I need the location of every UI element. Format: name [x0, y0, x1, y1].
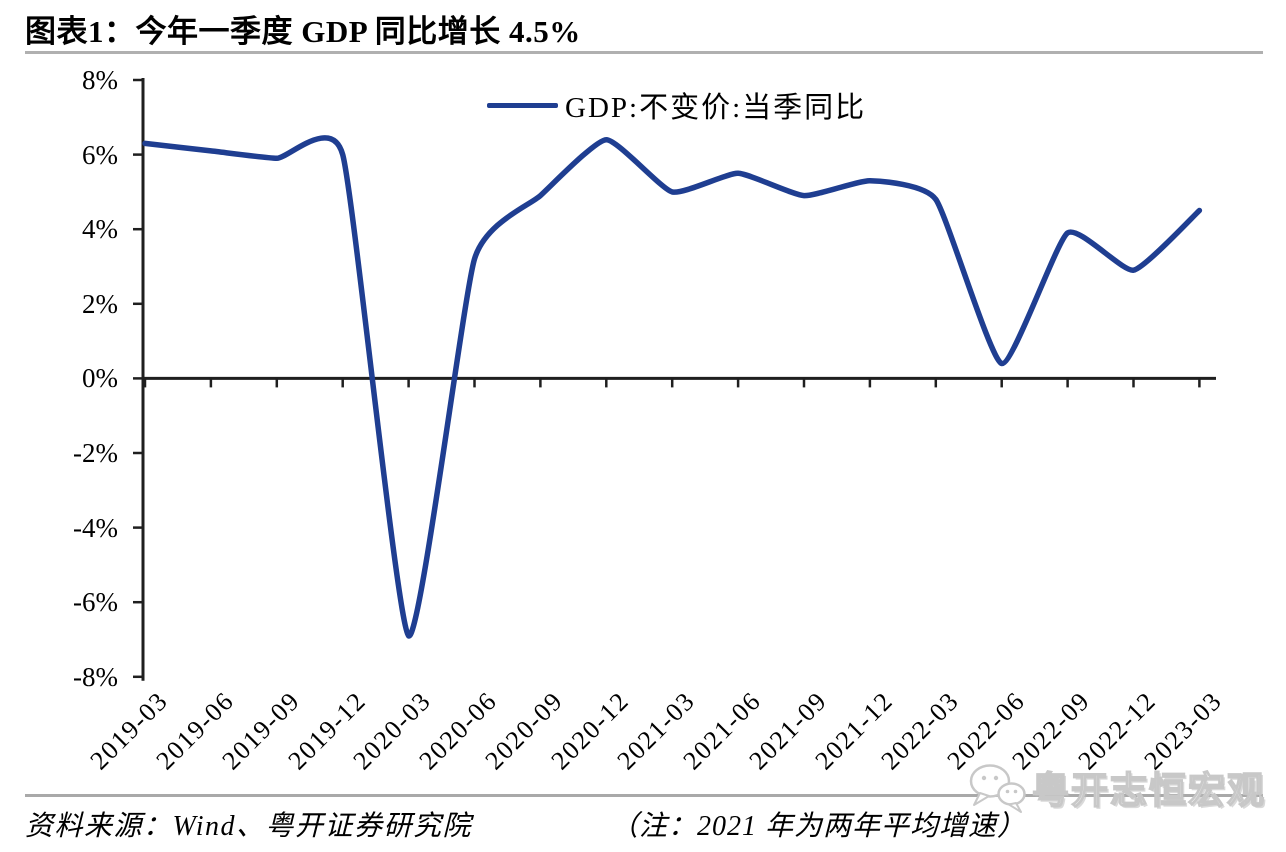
title-divider — [25, 51, 1263, 54]
y-tick-label: -8% — [73, 661, 118, 692]
y-tick-label: 6% — [82, 139, 118, 170]
watermark-label: 粤开志恒宏观 — [1031, 769, 1266, 812]
y-tick-label: 4% — [82, 214, 118, 245]
wechat-icon — [969, 764, 1026, 813]
y-tick-label: 0% — [82, 363, 118, 394]
y-tick-label: -4% — [73, 512, 118, 543]
chart-title: 图表1：今年一季度 GDP 同比增长 4.5% — [25, 14, 581, 49]
legend-line-swatch — [487, 102, 558, 108]
source-note: 资料来源：Wind、粤开证券研究院 — [25, 811, 473, 842]
y-tick-label: 2% — [82, 288, 118, 319]
gdp-series-line — [142, 135, 1203, 639]
method-note: （注：2021 年为两年平均增速） — [610, 811, 1027, 842]
footer-divider — [25, 794, 1263, 797]
watermark: 粤开志恒宏观 — [966, 758, 1266, 816]
chart-legend: GDP:不变价:当季同比 — [487, 84, 866, 126]
y-tick-label: 8% — [82, 65, 118, 95]
y-tick-label: -6% — [73, 587, 118, 618]
legend-series-label: GDP:不变价:当季同比 — [565, 92, 867, 124]
y-tick-label: -2% — [73, 438, 118, 468]
